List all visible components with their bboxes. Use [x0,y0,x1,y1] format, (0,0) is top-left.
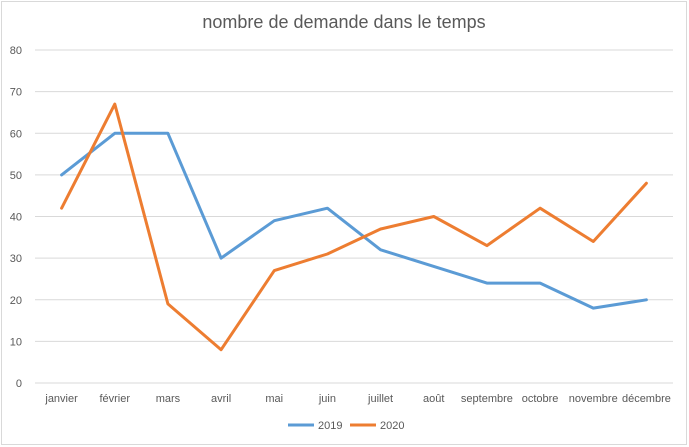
y-tick-label: 40 [10,212,22,224]
legend-label-2019: 2019 [318,420,342,432]
y-tick-label: 70 [10,87,22,99]
series-line-2019 [60,131,648,310]
y-axis-ticks: 0 10 20 30 40 50 60 70 80 [10,45,22,390]
x-tick-label: août [423,393,444,405]
legend: 2019 2020 [288,420,404,432]
series-lines [60,102,648,352]
legend-label-2020: 2020 [380,420,404,432]
chart-title: nombre de demande dans le temps [202,12,485,32]
y-tick-label: 60 [10,128,22,140]
y-tick-label: 20 [10,295,22,307]
x-tick-label: janvier [44,393,78,405]
x-tick-label: février [99,393,130,405]
x-tick-label: octobre [522,393,559,405]
x-tick-label: juin [318,393,336,405]
x-axis-ticks: janvier février mars avril mai juin juillet aoû… [44,393,670,405]
x-tick-label: mars [156,393,181,405]
y-tick-label: 10 [10,336,22,348]
y-tick-label: 50 [10,170,22,182]
y-tick-label: 80 [10,45,22,57]
x-tick-label: novembre [569,393,618,405]
y-tick-label: 30 [10,253,22,265]
x-tick-label: mai [265,393,283,405]
gridlines [35,49,673,384]
x-tick-label: avril [211,393,231,405]
x-tick-label: juillet [367,393,393,405]
series-line-2020 [60,102,648,352]
x-tick-label: décembre [622,393,671,405]
y-tick-label: 0 [16,378,22,390]
x-tick-label: septembre [461,393,513,405]
